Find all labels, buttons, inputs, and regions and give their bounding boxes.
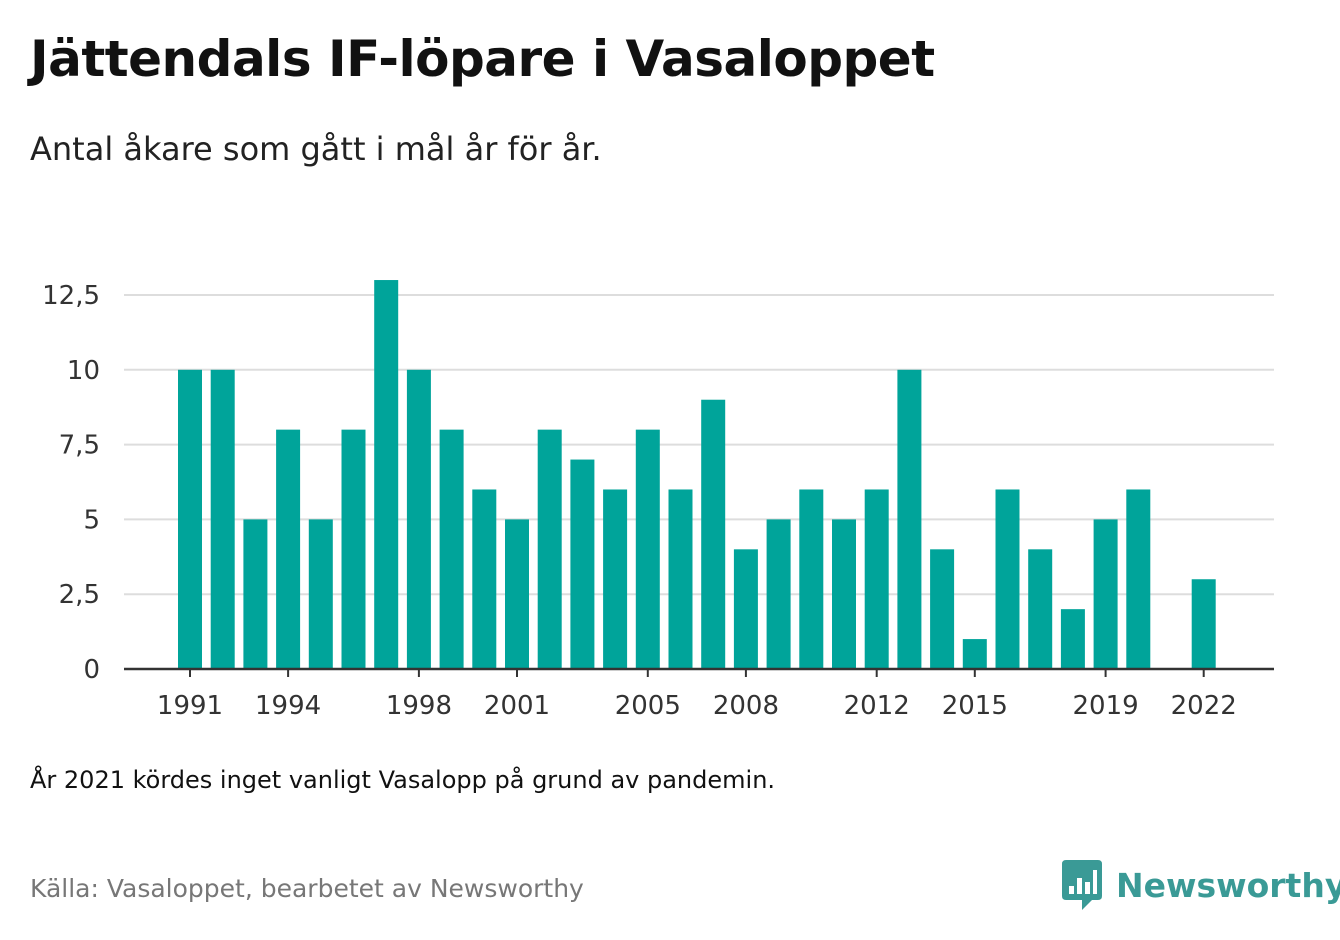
- x-tick-label: 2015: [942, 691, 1008, 721]
- bar-2007: [701, 399, 726, 669]
- x-tick-label: 2001: [484, 691, 550, 721]
- x-tick-label: 2008: [713, 691, 779, 721]
- bar-2002: [537, 429, 562, 669]
- bar-2015: [962, 639, 987, 669]
- y-tick-label: 12,5: [42, 281, 100, 311]
- bar-1992: [210, 369, 235, 669]
- x-tick-label: 2019: [1073, 691, 1139, 721]
- bar-1991: [178, 369, 202, 669]
- brand-logo: Newsworthy: [1062, 860, 1340, 910]
- bar-chart: 0 2,5 5 7,5 10 12,5 1991 1994 1998 2001 2005 2008 20…: [42, 280, 1274, 721]
- bar-1999: [439, 429, 464, 669]
- bar-1994: [276, 429, 301, 669]
- bar-2001: [505, 519, 529, 669]
- bar-2011: [832, 519, 856, 669]
- bar-2008: [733, 549, 758, 669]
- bar-2013: [897, 369, 922, 669]
- x-tick-label: 1998: [386, 691, 452, 721]
- y-tick-label: 2,5: [59, 580, 100, 610]
- bar-2018: [1060, 609, 1085, 669]
- bar-2003: [570, 459, 595, 669]
- bar-2000: [472, 489, 497, 669]
- bar-1995: [308, 519, 333, 669]
- bar-2006: [668, 489, 693, 669]
- bar-1993: [243, 519, 268, 669]
- bar-1997: [374, 280, 399, 669]
- x-tick-label: 2012: [844, 691, 910, 721]
- bar-1998: [406, 369, 431, 669]
- brand-name: Newsworthy: [1116, 865, 1340, 905]
- bar-2005: [635, 429, 660, 669]
- chart-title: Jättendals IF-löpare i Vasaloppet: [30, 30, 935, 88]
- chart-subtitle: Antal åkare som gått i mål år för år.: [30, 130, 602, 168]
- axes: 0 2,5 5 7,5 10 12,5 1991 1994 1998 2001 2005 2008 20…: [42, 281, 1274, 721]
- bar-2004: [603, 489, 628, 669]
- x-tick-label: 1991: [157, 691, 223, 721]
- bar-2014: [930, 549, 955, 669]
- bars: [178, 280, 1216, 669]
- bar-2017: [1028, 549, 1053, 669]
- bar-2016: [995, 489, 1020, 669]
- bar-2010: [799, 489, 824, 669]
- x-tick-label: 2022: [1171, 691, 1237, 721]
- y-tick-label: 7,5: [59, 431, 100, 461]
- bar-1996: [341, 429, 366, 669]
- bar-2012: [864, 489, 889, 669]
- x-tick-label: 1994: [255, 691, 321, 721]
- newsworthy-logo-icon: [1062, 860, 1102, 910]
- x-tick-label: 2005: [615, 691, 681, 721]
- bar-2009: [766, 519, 791, 669]
- source-credit: Källa: Vasaloppet, bearbetet av Newswort…: [30, 874, 584, 903]
- y-tick-label: 0: [83, 655, 100, 685]
- y-tick-label: 5: [83, 505, 100, 535]
- y-tick-label: 10: [67, 356, 100, 386]
- bar-2022: [1191, 579, 1216, 669]
- bar-2020: [1126, 489, 1151, 669]
- bar-2019: [1093, 519, 1118, 669]
- chart-note: År 2021 kördes inget vanligt Vasalopp på…: [30, 766, 776, 794]
